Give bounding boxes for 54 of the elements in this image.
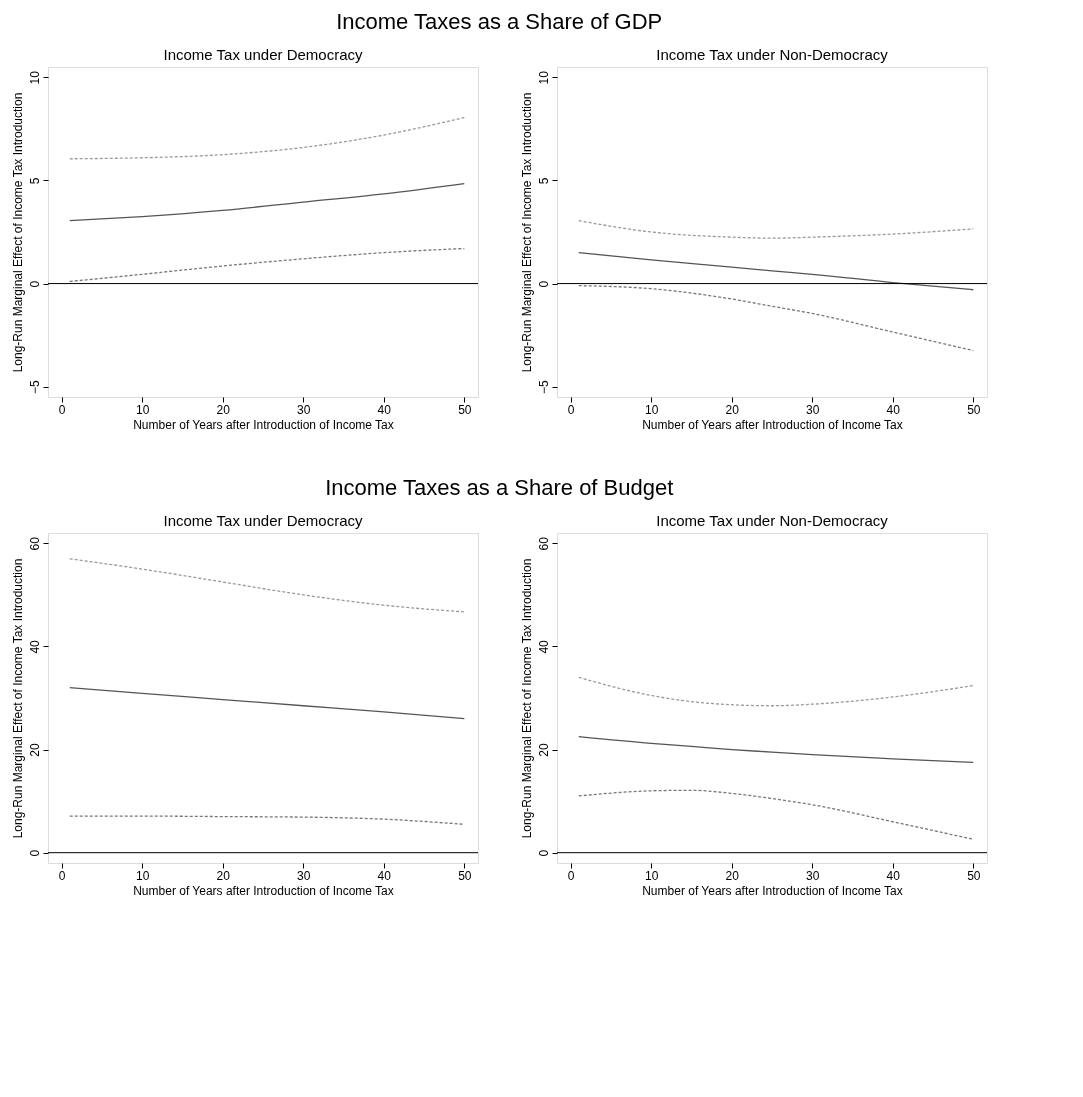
x-tick-label: 30 [297, 402, 311, 417]
chart-title: Income Tax under Democracy [163, 512, 363, 529]
x-tick-label: 40 [886, 402, 901, 417]
y-tick-label: 0 [536, 849, 551, 857]
y-tick-label: 5 [536, 177, 551, 185]
y-tick-label: 0 [27, 280, 42, 288]
x-tick-label: 30 [806, 868, 820, 883]
x-tick-label: 40 [377, 402, 392, 417]
x-tick-label: 30 [297, 868, 311, 883]
y-axis-title: Long-Run Marginal Effect of Income Tax Introduction [519, 92, 534, 373]
x-tick-label: 40 [886, 868, 901, 883]
x-axis-title: Number of Years after Introduction of Income Tax [642, 417, 903, 432]
x-axis-title: Number of Years after Introduction of Income Tax [642, 883, 903, 898]
x-tick-label: 50 [458, 868, 472, 883]
y-tick-label: 0 [536, 280, 551, 288]
x-tick-label: 50 [458, 402, 472, 417]
text: Income Taxes as a Share of GDP [336, 8, 663, 34]
x-tick-label: 50 [967, 868, 981, 883]
x-tick-label: 10 [645, 402, 659, 417]
x-axis-title: Number of Years after Introduction of Income Tax [133, 417, 394, 432]
x-tick-label: 0 [58, 402, 66, 417]
x-tick-label: 50 [967, 402, 981, 417]
y-tick-label: −5 [536, 380, 551, 395]
x-tick-label: 20 [725, 868, 740, 883]
y-tick-label: 40 [27, 639, 42, 654]
x-tick-label: 10 [136, 402, 150, 417]
y-axis-title: Long-Run Marginal Effect of Income Tax Introduction [519, 558, 534, 839]
y-tick-label: 10 [536, 70, 551, 85]
chart-title: Income Tax under Democracy [163, 46, 363, 63]
x-tick-label: 20 [216, 868, 231, 883]
x-tick-label: 10 [136, 868, 150, 883]
x-tick-label: 0 [567, 402, 575, 417]
text: Income Taxes as a Share of Budget [325, 474, 674, 500]
chart-title: Income Tax under Non-Democracy [656, 46, 889, 63]
x-tick-label: 10 [645, 868, 659, 883]
y-axis-title: Long-Run Marginal Effect of Income Tax Introduction [10, 92, 25, 373]
y-tick-label: 60 [536, 536, 551, 551]
x-axis-title: Number of Years after Introduction of Income Tax [133, 883, 394, 898]
y-tick-label: 0 [27, 849, 42, 857]
y-tick-label: 10 [27, 70, 42, 85]
y-tick-label: 20 [536, 743, 551, 757]
y-axis-title: Long-Run Marginal Effect of Income Tax Introduction [10, 558, 25, 839]
y-tick-label: 5 [27, 177, 42, 185]
chart-title: Income Tax under Non-Democracy [656, 512, 889, 529]
y-tick-label: 20 [27, 743, 42, 757]
x-tick-label: 0 [567, 868, 575, 883]
y-tick-label: 40 [536, 639, 551, 654]
x-tick-label: 40 [377, 868, 392, 883]
y-tick-label: −5 [27, 380, 42, 395]
y-tick-label: 60 [27, 536, 42, 551]
x-tick-label: 0 [58, 868, 66, 883]
x-tick-label: 20 [725, 402, 740, 417]
x-tick-label: 30 [806, 402, 820, 417]
x-tick-label: 20 [216, 402, 231, 417]
